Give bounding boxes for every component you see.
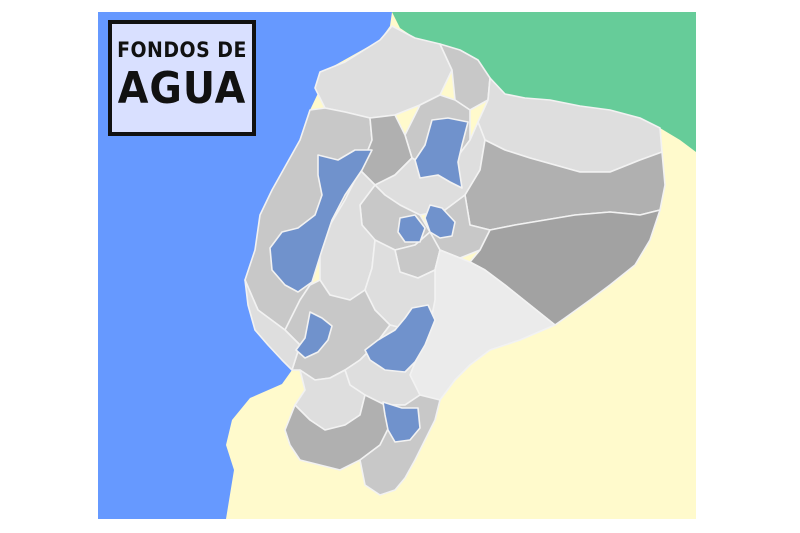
fondo-de-agua-quito	[424, 204, 456, 239]
title-line-2: AGUA	[117, 63, 247, 114]
title-line-1: FONDOS DE	[117, 38, 247, 62]
fondo-de-agua-pichincha-west	[397, 214, 426, 243]
province-santa-elena	[244, 279, 301, 371]
map-title-box: FONDOS DE AGUA	[108, 20, 256, 136]
pacific-ocean	[98, 12, 392, 519]
fondo-de-agua-manabi	[269, 149, 373, 293]
colombia-region	[392, 12, 696, 152]
fondo-de-agua-chimborazo	[364, 304, 436, 373]
fondo-de-agua-guayaquil	[295, 311, 333, 359]
fondo-de-agua-imbabura	[414, 117, 469, 189]
fondo-de-agua-loja	[382, 401, 421, 443]
